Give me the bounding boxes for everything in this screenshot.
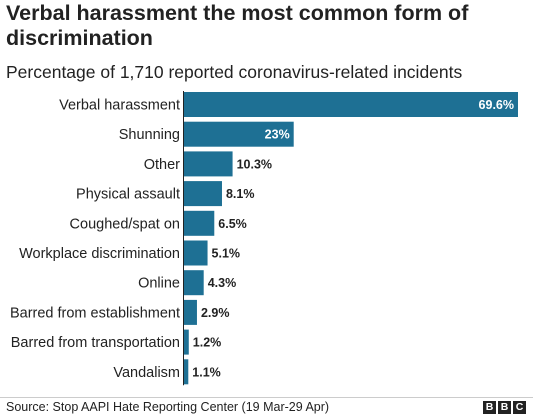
bar-chart: Verbal harassment 69.6% Shunning 23% Other 10… <box>10 91 518 386</box>
value-label: 4.3% <box>208 276 237 290</box>
value-label: 6.5% <box>218 217 247 231</box>
category-label: Barred from transportation <box>11 335 180 351</box>
bar <box>183 240 208 266</box>
value-label: 2.9% <box>201 306 230 320</box>
value-label: 8.1% <box>226 187 255 201</box>
bar <box>183 210 215 236</box>
category-label: Physical assault <box>76 187 180 203</box>
category-label: Online <box>138 276 180 292</box>
value-label: 69.6% <box>479 98 514 112</box>
category-label: Verbal harassment <box>59 98 180 114</box>
value-label: 1.1% <box>192 365 221 379</box>
logo-letter: B <box>498 401 511 414</box>
logo-letter: C <box>513 401 526 414</box>
chart-subtitle: Percentage of 1,710 reported coronavirus… <box>6 62 463 82</box>
bar <box>183 151 233 177</box>
bar <box>183 329 189 355</box>
bar <box>183 359 189 385</box>
category-label: Workplace discrimination <box>19 246 180 262</box>
category-label: Vandalism <box>113 365 180 381</box>
bar <box>183 299 197 325</box>
chart-title: Verbal harassment the most common form o… <box>6 1 469 50</box>
value-label: 5.1% <box>212 247 241 261</box>
category-label: Coughed/spat on <box>70 216 180 232</box>
value-label: 10.3% <box>237 157 272 171</box>
logo-letter: B <box>483 401 496 414</box>
category-label: Shunning <box>119 127 180 143</box>
category-label: Other <box>144 157 180 173</box>
category-label: Barred from establishment <box>10 305 180 321</box>
bar <box>183 270 204 296</box>
bar <box>183 181 222 207</box>
bar <box>183 121 294 147</box>
value-label: 23% <box>265 128 290 142</box>
footer-divider <box>0 397 533 398</box>
source-note: Source: Stop AAPI Hate Reporting Center … <box>6 400 330 414</box>
bbc-logo: B B C <box>483 401 526 414</box>
value-label: 1.2% <box>193 336 222 350</box>
bar <box>183 92 518 117</box>
